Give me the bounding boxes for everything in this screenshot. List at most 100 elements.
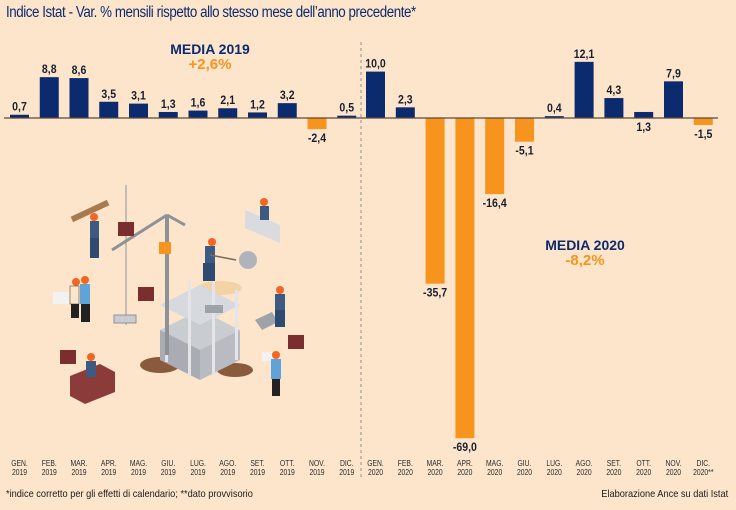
data-label: -5,1 bbox=[515, 145, 533, 158]
x-tick-year: 2019 bbox=[101, 467, 116, 477]
x-tick-year: 2019 bbox=[190, 467, 205, 477]
data-label: 4,3 bbox=[607, 84, 622, 97]
construction-illustration bbox=[53, 185, 304, 404]
media-2020-annotation: MEDIA 2020 -8,2% bbox=[530, 238, 640, 268]
bar bbox=[248, 112, 267, 118]
media-2019-label: MEDIA 2019 bbox=[170, 41, 250, 57]
x-tick-month: DIC. bbox=[697, 458, 711, 468]
x-tick-month: GIU. bbox=[518, 458, 532, 468]
x-tick-year: 2020 bbox=[487, 467, 502, 477]
bar bbox=[218, 108, 238, 118]
x-tick-month: FEB. bbox=[42, 458, 57, 468]
x-tick-month: LUG. bbox=[190, 458, 206, 468]
chart-title: Indice Istat - Var. % mensili rispetto a… bbox=[6, 4, 416, 21]
x-tick-month: OTT. bbox=[280, 458, 295, 468]
data-label: 7,9 bbox=[666, 68, 681, 81]
data-label: -16,4 bbox=[483, 198, 508, 211]
x-tick-month: NOV. bbox=[666, 458, 682, 468]
brick-pallet-icon bbox=[288, 335, 304, 349]
x-tick-month: AGO. bbox=[219, 458, 236, 468]
x-tick-month: GEN. bbox=[11, 458, 28, 468]
x-tick-month: MAR. bbox=[71, 458, 88, 468]
brick-pallet-icon bbox=[60, 350, 76, 364]
x-tick-year: 2020 bbox=[457, 467, 472, 477]
bar bbox=[337, 115, 357, 118]
data-label: -35,7 bbox=[423, 287, 447, 300]
crane-cabin bbox=[159, 242, 171, 254]
x-tick-year: 2019 bbox=[71, 467, 86, 477]
brick-pallet-icon bbox=[138, 287, 154, 301]
x-tick-year: 2019 bbox=[161, 467, 176, 477]
bar bbox=[515, 118, 534, 142]
media-2020-label: MEDIA 2020 bbox=[545, 237, 625, 253]
bar bbox=[604, 98, 624, 118]
x-tick-month: MAR. bbox=[427, 458, 444, 468]
wheelbarrow-icon bbox=[255, 312, 278, 330]
cement-mixer-icon bbox=[239, 251, 257, 269]
data-label: -69,0 bbox=[453, 442, 477, 455]
bar bbox=[99, 101, 119, 118]
bar bbox=[425, 118, 445, 284]
x-tick-year: 2019 bbox=[12, 467, 27, 477]
media-2019-annotation: MEDIA 2019 +2,6% bbox=[155, 42, 265, 72]
data-label: 8,6 bbox=[72, 65, 87, 78]
x-tick-year: 2020** bbox=[693, 467, 713, 477]
bar bbox=[634, 111, 654, 118]
data-label: 1,2 bbox=[250, 99, 265, 112]
data-label: 0,5 bbox=[339, 102, 354, 115]
media-2020-value: -8,2% bbox=[565, 251, 605, 269]
worker-icon bbox=[260, 198, 269, 220]
bar bbox=[277, 103, 297, 118]
data-label: 2,3 bbox=[398, 94, 413, 107]
data-label: 1,3 bbox=[636, 121, 651, 134]
x-tick-year: 2019 bbox=[220, 467, 235, 477]
worker-icon bbox=[86, 353, 96, 377]
worker-icon bbox=[70, 199, 110, 258]
bar bbox=[485, 118, 505, 195]
data-label: 1,6 bbox=[191, 97, 206, 110]
x-tick-month: MAG. bbox=[486, 458, 503, 468]
x-tick-year: 2019 bbox=[131, 467, 146, 477]
x-tick-year: 2020 bbox=[577, 467, 592, 477]
footnote: *indice corretto per gli effetti di cale… bbox=[6, 488, 253, 500]
x-tick-month: AGO. bbox=[576, 458, 593, 468]
bar bbox=[158, 111, 178, 118]
x-tick-year: 2020 bbox=[398, 467, 413, 477]
x-tick-month: SET. bbox=[250, 458, 264, 468]
source-note: Elaborazione Ance su dati Istat bbox=[601, 488, 728, 500]
bar bbox=[574, 61, 594, 118]
crane-icon bbox=[111, 185, 186, 355]
x-tick-year: 2019 bbox=[250, 467, 265, 477]
x-tick-year: 2020 bbox=[368, 467, 383, 477]
x-tick-month: SET. bbox=[607, 458, 621, 468]
worker-icon bbox=[275, 286, 285, 327]
bar bbox=[664, 81, 683, 118]
x-tick-month: APR. bbox=[101, 458, 117, 468]
x-tick-month: MAG. bbox=[130, 458, 147, 468]
data-label: 0,7 bbox=[12, 101, 27, 114]
data-label: 3,2 bbox=[280, 90, 295, 103]
x-tick-year: 2020 bbox=[636, 467, 651, 477]
building-frame-icon bbox=[160, 280, 240, 380]
bar bbox=[10, 114, 29, 118]
bar bbox=[129, 103, 148, 118]
x-tick-year: 2020 bbox=[547, 467, 562, 477]
data-label: 10,0 bbox=[365, 58, 386, 71]
data-label: 3,5 bbox=[101, 88, 116, 101]
x-tick-year: 2019 bbox=[339, 467, 354, 477]
bar bbox=[39, 77, 59, 118]
bar bbox=[395, 107, 415, 118]
x-tick-month: GIU. bbox=[161, 458, 175, 468]
brick-wall-icon bbox=[70, 364, 115, 404]
data-label: -1,5 bbox=[694, 128, 712, 141]
bar bbox=[366, 71, 385, 118]
x-tick-year: 2019 bbox=[309, 467, 324, 477]
x-tick-month: NOV. bbox=[309, 458, 325, 468]
x-tick-month: DIC. bbox=[340, 458, 354, 468]
x-tick-year: 2020 bbox=[606, 467, 621, 477]
x-tick-year: 2019 bbox=[42, 467, 57, 477]
x-tick-month: FEB. bbox=[398, 458, 413, 468]
data-label: 2,1 bbox=[220, 95, 235, 108]
brick-pallet-icon bbox=[118, 222, 134, 236]
worker-icon bbox=[203, 238, 237, 281]
